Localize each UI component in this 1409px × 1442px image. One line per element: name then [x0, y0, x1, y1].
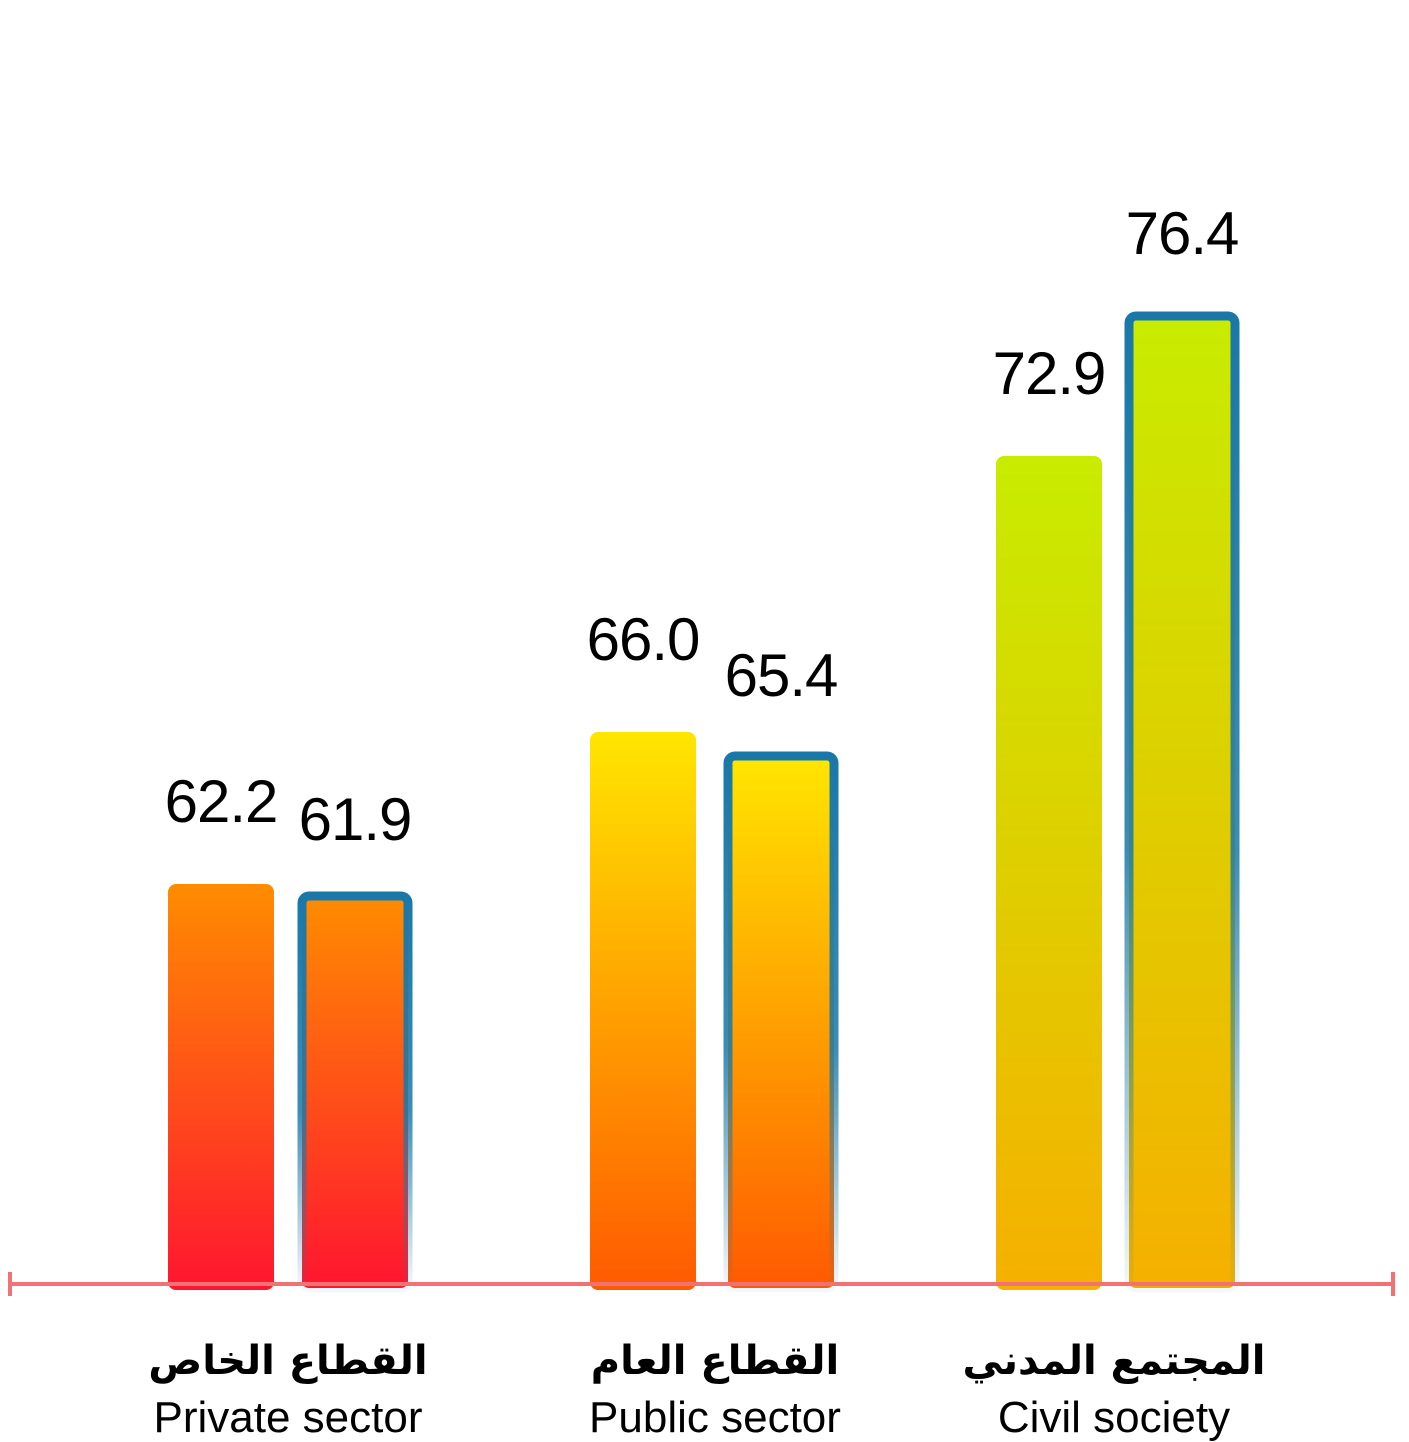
data-label-public-sector-second: 65.4: [725, 642, 838, 709]
category-label-en-public-sector: Public sector: [589, 1393, 841, 1442]
data-label-civil-society-first: 72.9: [993, 340, 1106, 407]
category-label-en-private-sector: Private sector: [154, 1393, 423, 1442]
category-label-ar-public-sector: القطاع العام: [591, 1338, 839, 1384]
bar-public-sector-second: [723, 751, 839, 1293]
data-label-private-sector-second: 61.9: [299, 786, 412, 853]
data-label-private-sector-first: 62.2: [165, 768, 278, 835]
bar-civil-society-first: [996, 456, 1102, 1290]
bar-private-sector-second: [297, 891, 413, 1293]
category-label-en-civil-society: Civil society: [998, 1393, 1230, 1442]
bar-private-sector-first: [168, 884, 274, 1290]
labels-layer: 62.2 61.9 القطاع الخاص Private sector 66.0 65…: [148, 200, 1265, 1442]
x-axis: [8, 1272, 1395, 1296]
category-label-ar-private-sector: القطاع الخاص: [148, 1338, 427, 1384]
bar-civil-society-second: [1124, 311, 1240, 1293]
data-label-civil-society-second: 76.4: [1126, 200, 1239, 267]
bars-layer: [168, 311, 1240, 1293]
bar-public-sector-first: [590, 732, 696, 1290]
category-label-ar-civil-society: المجتمع المدني: [963, 1338, 1266, 1384]
data-label-public-sector-first: 66.0: [587, 606, 700, 673]
